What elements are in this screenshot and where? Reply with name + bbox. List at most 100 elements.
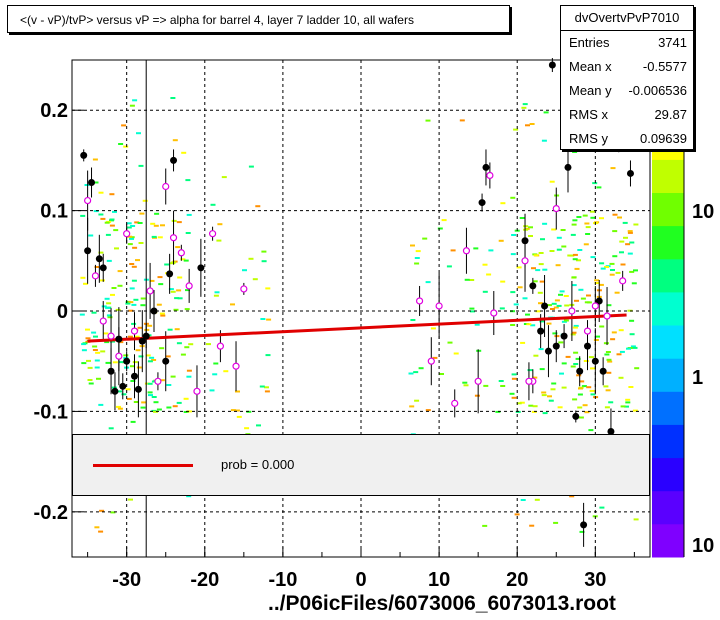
y-tick-label: 0.1 <box>40 201 68 223</box>
heat-cell <box>482 263 488 266</box>
heat-cell <box>525 313 530 316</box>
heat-cell <box>414 262 420 265</box>
heat-cell <box>541 139 547 142</box>
heat-cell <box>138 164 144 167</box>
magenta-point <box>525 377 533 385</box>
magenta-point <box>619 277 627 285</box>
heat-cell <box>529 524 535 527</box>
heat-cell <box>129 263 135 265</box>
heat-cell <box>576 259 581 262</box>
colorbar-segment <box>652 424 684 459</box>
heat-cell <box>604 353 610 356</box>
heat-cell <box>575 357 581 360</box>
heat-cell <box>565 355 571 358</box>
heat-cell <box>535 310 541 313</box>
x-tick-label: -20 <box>190 569 219 591</box>
heat-cell <box>462 381 468 384</box>
heat-cell <box>236 415 242 418</box>
heat-cell <box>584 411 590 414</box>
heat-cell <box>104 221 110 224</box>
heat-cell <box>542 222 548 225</box>
heat-cell <box>260 318 266 320</box>
heat-cell <box>500 202 506 205</box>
heat-cell <box>495 410 501 413</box>
heat-cell <box>105 306 111 309</box>
heat-cell <box>94 366 100 369</box>
heat-cell <box>611 331 617 334</box>
heat-cell <box>554 299 560 302</box>
heat-cell <box>109 224 115 227</box>
heat-cell <box>149 279 155 282</box>
heat-cell <box>176 221 182 224</box>
heat-cell <box>213 362 219 365</box>
heat-cell <box>579 380 585 383</box>
heat-cell <box>167 328 173 331</box>
heat-cell <box>130 225 136 227</box>
heat-cell <box>630 345 636 348</box>
stats-value: 0.09639 <box>640 131 687 146</box>
heat-cell <box>464 278 470 281</box>
heat-cell <box>99 279 105 282</box>
heat-cell <box>175 246 181 249</box>
heat-cell <box>525 124 530 127</box>
magenta-point <box>521 257 529 265</box>
magenta-point <box>115 352 123 360</box>
heat-cell <box>134 221 140 224</box>
heat-cell <box>127 335 133 338</box>
colorbar-segment <box>652 523 684 558</box>
heat-cell <box>516 266 522 269</box>
colorbar-tick-label: 10 <box>692 201 714 223</box>
colorbar-segment <box>652 159 684 193</box>
heat-cell <box>576 374 582 377</box>
black-point <box>134 385 142 393</box>
heat-cell <box>413 371 419 374</box>
heat-cell <box>98 251 104 254</box>
heat-cell <box>560 229 566 231</box>
black-point <box>162 357 170 365</box>
black-point <box>544 347 552 355</box>
heat-cell <box>529 123 535 125</box>
heat-cell <box>453 352 459 355</box>
heat-cell <box>469 307 475 310</box>
heat-cell <box>171 219 177 222</box>
x-tick-label: 0 <box>355 569 366 591</box>
heat-cell <box>553 521 559 524</box>
magenta-point <box>474 377 482 385</box>
heat-cell <box>469 279 475 281</box>
heat-cell <box>629 241 635 244</box>
heat-cell <box>628 386 634 388</box>
heat-cell <box>528 404 534 407</box>
stats-box: dvOvertvPvP7010 Entries 3741 Mean x -0.5… <box>560 5 694 150</box>
heat-cell <box>121 124 127 127</box>
heat-cell <box>627 252 633 255</box>
heat-cell <box>165 355 171 358</box>
heat-cell <box>100 217 106 220</box>
magenta-point <box>146 287 154 295</box>
heat-cell <box>186 375 192 378</box>
heat-cell <box>626 347 631 350</box>
heat-cell <box>108 427 114 430</box>
heat-cell <box>176 401 182 404</box>
heat-cell <box>586 386 592 389</box>
heat-cell <box>127 235 133 238</box>
heat-cell <box>618 329 624 332</box>
heat-cell <box>500 280 506 283</box>
heat-cell <box>173 308 179 311</box>
heat-cell <box>136 132 141 135</box>
heat-cell <box>210 203 216 206</box>
heat-cell <box>633 269 638 272</box>
stats-row-rms-y: RMS y 0.09639 <box>561 127 693 151</box>
black-point <box>84 247 92 255</box>
magenta-point <box>216 342 225 350</box>
heat-cell <box>579 530 585 533</box>
heat-cell <box>110 511 116 514</box>
heat-cell <box>632 346 638 349</box>
heat-cell <box>571 276 577 279</box>
heat-cell <box>98 213 104 216</box>
colorbar-segment <box>652 291 684 326</box>
heat-cell <box>470 310 475 313</box>
heat-cell <box>498 239 504 242</box>
heat-cell <box>174 297 180 300</box>
heat-cell <box>595 335 600 338</box>
heat-cell <box>610 167 616 170</box>
